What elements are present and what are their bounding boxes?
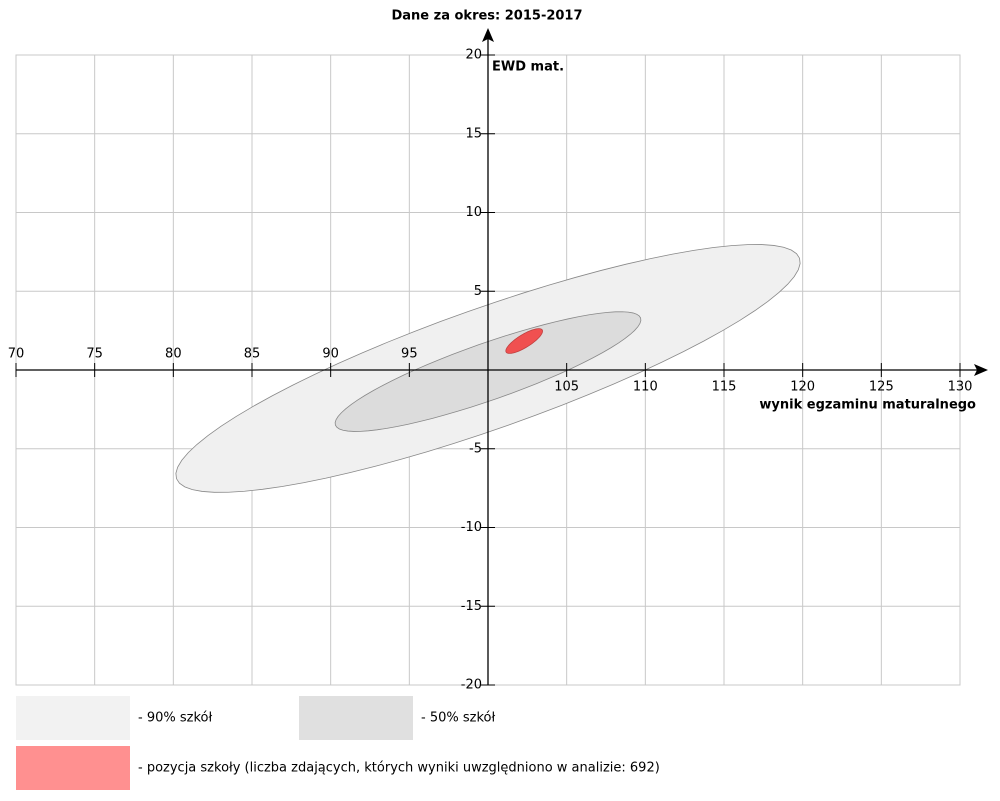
x-axis-arrow <box>974 364 988 376</box>
x-tick-label: 75 <box>86 347 103 362</box>
y-tick-label: 5 <box>474 284 482 299</box>
chart-title: Dane za okres: 2015-2017 <box>391 9 582 24</box>
legend-swatch <box>16 696 130 740</box>
legend-swatch <box>16 746 130 790</box>
legend-label: - pozycja szkoły (liczba zdających, któr… <box>138 761 660 776</box>
x-tick-label: 110 <box>633 380 658 395</box>
y-axis-arrow <box>482 28 494 42</box>
x-tick-label: 115 <box>712 380 737 395</box>
x-tick-label: 105 <box>554 380 579 395</box>
legend-label: - 50% szkół <box>421 711 495 726</box>
y-axis-label: EWD mat. <box>492 60 564 75</box>
y-tick-label: -10 <box>461 520 482 535</box>
x-tick-label: 80 <box>165 347 182 362</box>
y-tick-label: -20 <box>461 678 482 693</box>
legend-label: - 90% szkół <box>138 711 212 726</box>
y-tick-label: 15 <box>465 126 482 141</box>
x-tick-label: 125 <box>869 380 894 395</box>
y-tick-label: 10 <box>465 205 482 220</box>
x-tick-label: 90 <box>322 347 339 362</box>
x-tick-label: 85 <box>244 347 261 362</box>
x-tick-label: 130 <box>948 380 973 395</box>
x-axis-label: wynik egzaminu maturalnego <box>759 398 976 413</box>
x-tick-label: 70 <box>8 347 25 362</box>
y-tick-label: 20 <box>465 48 482 63</box>
ellipse-region <box>505 328 543 354</box>
legend-swatch <box>299 696 413 740</box>
y-tick-label: -15 <box>461 599 482 614</box>
x-tick-label: 120 <box>790 380 815 395</box>
x-tick-label: 95 <box>401 347 418 362</box>
y-tick-label: -5 <box>469 441 482 456</box>
